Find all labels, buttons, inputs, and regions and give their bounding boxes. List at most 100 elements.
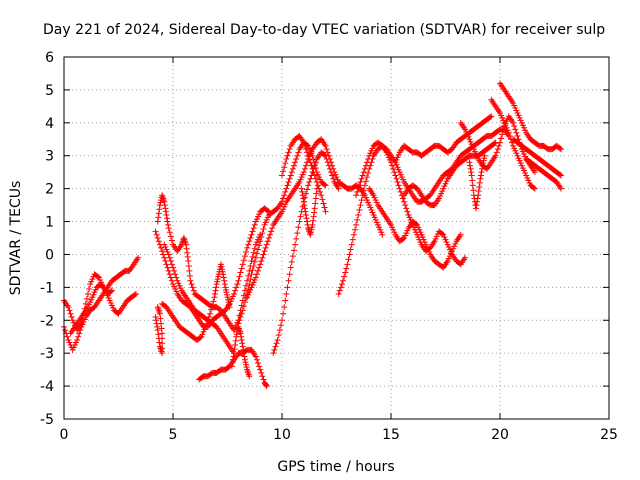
data-point: [240, 303, 247, 310]
data-point: [75, 333, 82, 340]
data-point: [161, 202, 168, 209]
data-point: [379, 231, 386, 238]
data-point: [310, 217, 317, 224]
data-point: [245, 241, 252, 248]
data-series: [228, 323, 253, 380]
data-point: [248, 258, 255, 265]
data-point: [243, 248, 250, 255]
data-point: [167, 233, 174, 240]
data-point: [231, 290, 238, 297]
data-point: [360, 187, 367, 194]
data-series: [270, 149, 342, 357]
data-point: [293, 235, 300, 242]
data-point: [298, 185, 305, 192]
data-point: [355, 185, 362, 192]
data-point: [558, 172, 565, 179]
data-point: [235, 277, 242, 284]
grid-lines: [64, 57, 609, 419]
data-point: [321, 151, 328, 158]
data-point: [348, 241, 355, 248]
data-point: [358, 197, 365, 204]
data-point: [302, 211, 309, 218]
data-point: [477, 172, 484, 179]
data-point: [302, 146, 309, 153]
data-point: [354, 188, 361, 195]
y-tick-labels: -5 -4 -3 -2 -1 0 1 2 3 4 5 6: [40, 50, 54, 428]
y-tick-label: 0: [45, 247, 54, 263]
data-point: [346, 251, 353, 258]
data-point: [270, 350, 277, 357]
data-point: [392, 172, 399, 179]
data-point: [301, 142, 308, 149]
data-point: [362, 178, 369, 185]
data-point: [284, 284, 291, 291]
data-point: [352, 226, 359, 233]
data-point: [289, 165, 296, 172]
data-point: [505, 129, 512, 136]
data-point: [494, 146, 501, 153]
data-point: [313, 179, 320, 186]
data-point: [321, 204, 328, 211]
data-point: [162, 205, 169, 212]
data-point: [107, 288, 114, 295]
data-series: [61, 254, 142, 353]
data-point: [259, 230, 266, 237]
data-point: [167, 258, 174, 265]
data-point: [288, 169, 295, 176]
data-point: [287, 264, 294, 271]
data-point: [497, 139, 503, 146]
data-point: [311, 172, 318, 179]
data-point: [240, 257, 247, 264]
data-point: [251, 221, 258, 228]
data-point: [360, 169, 367, 176]
data-point: [255, 246, 262, 253]
data-point: [307, 159, 314, 166]
data-point: [476, 179, 483, 186]
data-point: [481, 152, 488, 159]
data-point: [305, 152, 312, 159]
data-point: [265, 235, 272, 241]
data-point: [153, 231, 160, 238]
data-point: [239, 307, 246, 314]
data-point: [251, 258, 258, 265]
data-point: [67, 310, 74, 317]
data-point: [356, 207, 363, 214]
data-point: [531, 169, 538, 176]
data-point: [512, 126, 519, 133]
data-point: [244, 277, 251, 284]
y-tick-label: 3: [45, 149, 54, 165]
data-point: [390, 165, 397, 172]
data-point: [154, 323, 161, 330]
data-point: [232, 341, 239, 348]
data-point: [221, 277, 228, 284]
data-series: [510, 136, 565, 179]
data-point: [166, 229, 173, 236]
data-point: [304, 218, 311, 225]
data-point: [244, 244, 251, 251]
data-point: [163, 211, 170, 218]
data-point: [290, 247, 297, 254]
data-point: [231, 346, 238, 353]
data-point: [269, 225, 276, 232]
data-point: [468, 169, 475, 176]
data-point: [531, 185, 538, 192]
data-point: [469, 182, 476, 189]
data-point: [239, 343, 246, 350]
data-point: [325, 162, 332, 169]
data-point: [260, 251, 267, 258]
data-point: [255, 267, 262, 274]
data-point: [165, 225, 172, 232]
data-point: [167, 274, 174, 281]
data-point: [164, 218, 171, 225]
data-point: [188, 281, 195, 288]
data-point: [220, 274, 227, 281]
data-point: [86, 286, 93, 293]
data-point: [184, 253, 191, 260]
data-point: [361, 182, 368, 189]
data-point: [288, 258, 295, 265]
data-point: [252, 274, 259, 281]
data-point: [311, 209, 318, 216]
data-point: [238, 265, 245, 272]
data-point: [159, 330, 166, 337]
